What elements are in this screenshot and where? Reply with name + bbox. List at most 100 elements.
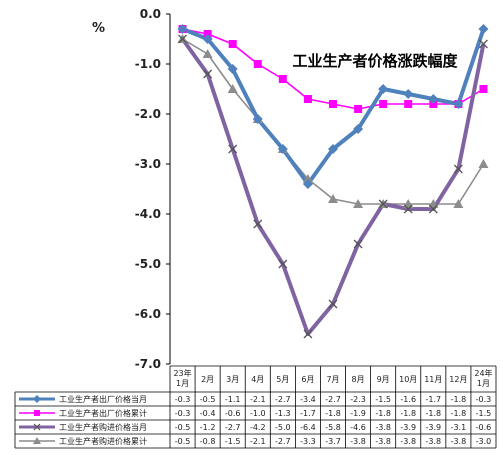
series-2-point	[403, 204, 413, 214]
series-0-point	[428, 94, 439, 104]
x-tick-label: 1月	[176, 379, 189, 388]
data-label: -2.7	[325, 395, 341, 404]
data-label: -1.8	[400, 409, 416, 418]
data-label: -1.8	[451, 395, 467, 404]
data-label: -2.7	[225, 423, 241, 432]
series-0-point	[177, 24, 188, 34]
legend-label: 工业生产者购进价格累计	[59, 436, 147, 446]
series-2-point	[353, 239, 363, 249]
data-label: -5.8	[325, 423, 341, 432]
series-1-point	[303, 95, 312, 103]
data-label: -1.7	[426, 395, 442, 404]
data-label: -0.3	[175, 395, 191, 404]
series-0-point	[378, 84, 389, 94]
series-2-point	[228, 144, 238, 154]
series-1-point	[479, 85, 488, 93]
series-2-point	[428, 204, 438, 214]
series-0-point	[202, 34, 213, 44]
data-label: -0.6	[225, 409, 241, 418]
series-0-point	[403, 89, 414, 99]
data-label: -1.9	[350, 409, 366, 418]
data-label: -1.8	[325, 409, 341, 418]
series-2-point	[178, 34, 187, 44]
data-label: -1.8	[375, 409, 391, 418]
series-2-point	[453, 164, 463, 174]
series-2-point	[278, 259, 288, 269]
series-1-point	[278, 75, 287, 83]
series-1-point	[228, 40, 237, 48]
series-0-point	[478, 24, 489, 34]
data-label: -0.3	[476, 395, 492, 404]
y-tick-label: -4.0	[135, 207, 161, 221]
data-label: -0.5	[200, 395, 216, 404]
legend-label: 工业生产者出厂价格当月	[59, 394, 147, 404]
data-label: -3.8	[375, 437, 391, 446]
x-tick-label: 8月	[352, 375, 365, 384]
legend-key-marker	[33, 437, 41, 444]
data-label: -1.6	[400, 395, 416, 404]
y-tick-label: -5.0	[135, 257, 161, 271]
series-2-point	[253, 219, 263, 229]
series-0-point	[353, 124, 364, 134]
legend-label: 工业生产者出厂价格累计	[59, 408, 147, 418]
data-label: -2.7	[275, 437, 291, 446]
series-2-point	[303, 329, 313, 339]
y-tick-label: -3.0	[135, 157, 161, 171]
data-label: -3.7	[325, 437, 341, 446]
chart-title: 工业生产者价格涨跌幅度	[292, 52, 458, 70]
data-label: -0.8	[200, 437, 216, 446]
series-1-point	[253, 60, 262, 68]
x-tick-label: 9月	[377, 375, 390, 384]
data-label: -3.9	[400, 423, 416, 432]
data-label: -1.1	[225, 395, 241, 404]
series-1-point	[329, 100, 337, 108]
series-0-point	[302, 179, 313, 189]
y-tick-label: -7.0	[135, 357, 161, 371]
data-label: -3.8	[400, 437, 416, 446]
x-tick-label: 1月	[477, 379, 490, 388]
series-0-point	[453, 99, 464, 109]
data-label: -3.1	[451, 423, 467, 432]
series-0-point	[277, 144, 288, 154]
y-tick-label: -1.0	[135, 57, 161, 71]
data-label: -0.5	[175, 423, 191, 432]
data-label: -4.2	[250, 423, 266, 432]
data-label: -4.6	[350, 423, 366, 432]
data-label: -3.8	[451, 437, 467, 446]
x-tick-label: 3月	[226, 375, 239, 384]
series-1-point	[379, 100, 388, 108]
data-label: -3.8	[426, 437, 442, 446]
data-label: -1.0	[250, 409, 266, 418]
series-2-point	[378, 199, 388, 209]
data-label: -0.3	[175, 409, 191, 418]
data-label: -1.5	[375, 395, 391, 404]
data-label: -3.3	[300, 437, 316, 446]
data-label: -3.9	[426, 423, 442, 432]
data-label: -2.7	[275, 395, 291, 404]
series-3-point	[302, 174, 313, 183]
series-0-point	[227, 64, 238, 74]
data-label: -2.1	[250, 437, 266, 446]
data-label: -3.8	[375, 423, 391, 432]
data-label: -1.3	[275, 409, 291, 418]
series-3-point	[328, 194, 338, 203]
x-tick-label: 10月	[399, 375, 417, 384]
series-2-point	[203, 69, 213, 79]
data-label: -1.2	[200, 423, 216, 432]
y-tick-label: -2.0	[135, 107, 161, 121]
data-label: -0.5	[175, 437, 191, 446]
data-label: -1.5	[476, 409, 492, 418]
x-tick-label: 4月	[251, 375, 264, 384]
x-tick-label: 6月	[301, 375, 314, 384]
legend-label: 工业生产者购进价格当月	[59, 422, 147, 432]
data-label: -3.4	[300, 395, 316, 404]
legend-key-marker	[34, 410, 40, 416]
legend-key-marker	[33, 395, 41, 403]
x-tick-label: 12月	[449, 375, 467, 384]
data-label: -1.8	[451, 409, 467, 418]
x-tick-label: 5月	[276, 375, 289, 384]
data-label: -3.0	[476, 437, 492, 446]
data-label: -1.5	[225, 437, 241, 446]
data-label: -3.8	[350, 437, 366, 446]
